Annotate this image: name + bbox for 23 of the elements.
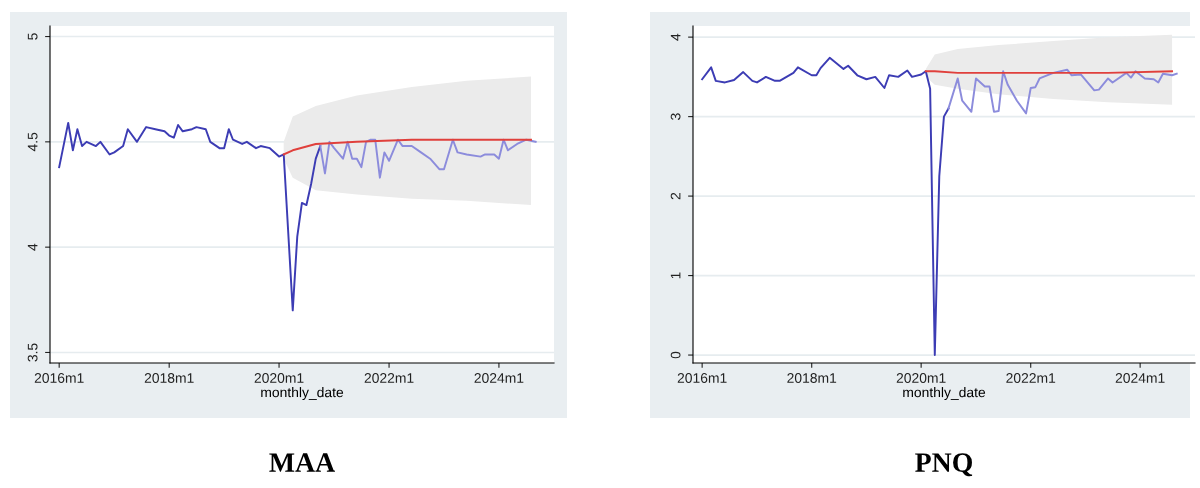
x-axis-title: monthly_date: [261, 387, 344, 401]
x-tick-label: 2018m1: [144, 373, 194, 383]
y-tick-label: 4: [670, 33, 681, 41]
x-tick-label: 2016m1: [34, 373, 84, 383]
y-tick-label: 3.5: [27, 343, 38, 362]
y-tick-label: 4: [27, 243, 38, 251]
y-tick-label: 2: [670, 192, 681, 200]
x-tick-label: 2020m1: [896, 373, 946, 383]
y-tick-label: 1: [670, 272, 681, 279]
y-tick-label: 0: [670, 351, 681, 359]
text: MAA: [269, 453, 335, 472]
y-tick-label: 3: [670, 113, 681, 120]
x-axis-title: monthly_date: [903, 387, 986, 401]
x-tick-label: 2022m1: [364, 373, 414, 383]
x-tick-label: 2018m1: [787, 373, 837, 383]
x-tick-label: 2020m1: [254, 373, 304, 383]
x-tick-label: 2022m1: [1006, 373, 1056, 383]
x-tick-label: 2024m1: [1115, 373, 1165, 383]
y-tick-label: 4.5: [27, 132, 38, 152]
y-tick-label: 5: [27, 33, 38, 40]
text: PNQ: [915, 453, 973, 477]
x-tick-label: 2024m1: [474, 373, 524, 383]
x-tick-label: 2016m1: [677, 373, 727, 383]
